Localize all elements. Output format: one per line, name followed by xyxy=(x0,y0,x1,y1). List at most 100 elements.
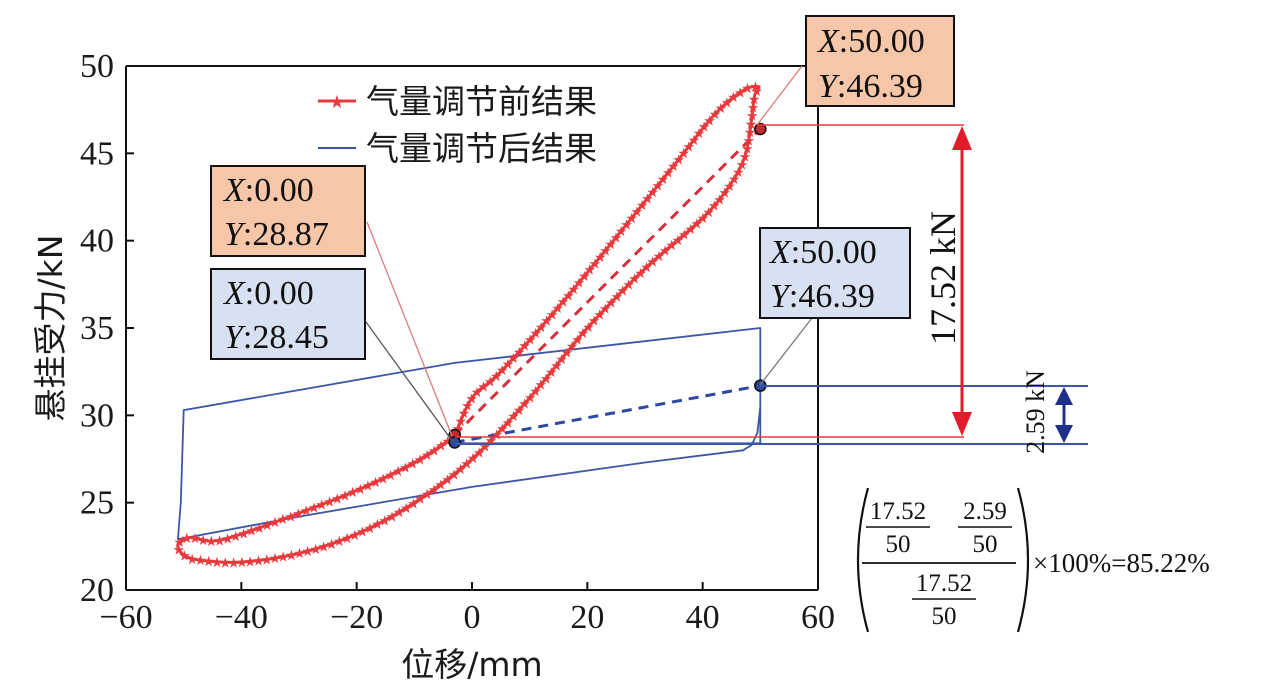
series-before-marker: ★ xyxy=(428,482,441,498)
series-before-marker: ★ xyxy=(496,422,509,438)
callout-4-x-letter: X xyxy=(768,234,792,271)
series-before-marker: ★ xyxy=(741,81,754,97)
series-before-marker: ★ xyxy=(646,255,659,271)
blue-arrow-head-down xyxy=(1055,425,1073,443)
series-before-marker: ★ xyxy=(741,142,754,158)
y-tick-label: 30 xyxy=(80,397,114,434)
series-before-marker: ★ xyxy=(202,554,215,570)
x-tick-label: −40 xyxy=(215,599,268,636)
red-arrow-head-down xyxy=(952,412,972,436)
series-before-marker: ★ xyxy=(362,478,375,494)
series-before-marker: ★ xyxy=(490,428,503,444)
series-before-marker: ★ xyxy=(715,101,728,117)
series-before-marker: ★ xyxy=(611,289,624,305)
series-before-marker: ★ xyxy=(749,80,762,96)
callout-3: X:0.00 Y:28.45 xyxy=(210,268,366,360)
series-before-marker: ★ xyxy=(561,345,574,361)
series-before-marker: ★ xyxy=(181,531,194,547)
series-before-marker: ★ xyxy=(616,284,629,300)
callout-4-x-value: :50.00 xyxy=(791,234,877,271)
series-before-marker: ★ xyxy=(583,263,596,279)
series-before-marker: ★ xyxy=(371,517,384,533)
series-before-marker: ★ xyxy=(467,451,480,467)
series-before-marker: ★ xyxy=(435,439,448,455)
y-tick-label: 20 xyxy=(80,572,114,609)
series-before-marker: ★ xyxy=(261,518,274,534)
callout-3-x-letter: X xyxy=(222,275,246,312)
series-before-marker: ★ xyxy=(659,244,672,260)
series-before-marker: ★ xyxy=(747,100,760,116)
callout-2-x-letter: X xyxy=(222,172,246,209)
dimension-2-59-label: 2.59 kN xyxy=(1021,370,1050,454)
series-before-marker: ★ xyxy=(577,326,590,342)
series-before-marker: ★ xyxy=(237,526,250,542)
series-before-marker: ★ xyxy=(646,185,659,201)
series-before-marker: ★ xyxy=(461,399,474,415)
series-before-marker: ★ xyxy=(702,205,715,221)
formula-num2: 2.59 xyxy=(963,498,1007,525)
series-before-marker: ★ xyxy=(688,133,701,149)
series-before-marker: ★ xyxy=(378,513,391,529)
series-before-marker: ★ xyxy=(545,365,558,381)
series-before-marker: ★ xyxy=(693,126,706,142)
series-before-marker: ★ xyxy=(653,249,666,265)
x-tick-label: −20 xyxy=(330,599,383,636)
series-before-marker: ★ xyxy=(739,150,752,166)
series-before-marker: ★ xyxy=(502,415,515,431)
series-before-marker: ★ xyxy=(300,503,313,519)
series-before-marker: ★ xyxy=(399,460,412,476)
callout-3-y-letter: Y xyxy=(224,319,246,356)
series-before-marker: ★ xyxy=(524,391,537,407)
series-before-marker: ★ xyxy=(461,457,474,473)
series-before-marker: ★ xyxy=(490,369,503,385)
series-before-marker: ★ xyxy=(293,546,306,562)
callout-box-4 xyxy=(759,227,911,319)
series-before-marker: ★ xyxy=(261,552,274,568)
series-before-marker: ★ xyxy=(253,521,266,537)
leader-4 xyxy=(759,317,813,386)
series-before-marker: ★ xyxy=(518,397,531,413)
series-before-marker: ★ xyxy=(346,485,359,501)
series-before-marker: ★ xyxy=(407,496,420,512)
series-before-marker: ★ xyxy=(458,406,471,422)
endpoint-before-end xyxy=(754,122,767,136)
series-before-marker: ★ xyxy=(634,266,647,282)
svg-text:X:0.00: X:0.00 xyxy=(222,172,314,209)
series-before-marker: ★ xyxy=(750,84,763,100)
series-before-marker: ★ xyxy=(221,531,234,547)
series-before-marker: ★ xyxy=(604,237,617,253)
series-before-marker: ★ xyxy=(571,332,584,348)
series-before-marker: ★ xyxy=(599,243,612,259)
series-before-marker: ★ xyxy=(703,113,716,129)
series-before-marker: ★ xyxy=(625,211,638,227)
series-before-marker: ★ xyxy=(186,552,199,568)
callout-1-y-value: :46.39 xyxy=(837,68,923,105)
callout-box-1 xyxy=(805,15,955,107)
callout-3-y-value: :28.45 xyxy=(243,319,329,356)
series-before-marker: ★ xyxy=(484,375,497,391)
series-before-marker: ★ xyxy=(339,488,352,504)
series-before-marker: ★ xyxy=(535,378,548,394)
series-before-marker: ★ xyxy=(309,542,322,558)
series-before-marker: ★ xyxy=(620,218,633,234)
series-before-marker: ★ xyxy=(588,314,601,330)
series-before-marker: ★ xyxy=(323,495,336,511)
series-before-marker: ★ xyxy=(513,403,526,419)
series-before-marker: ★ xyxy=(197,533,210,549)
series-before-marker: ★ xyxy=(578,269,591,285)
series-before-marker: ★ xyxy=(723,179,736,195)
series-before-marker: ★ xyxy=(728,172,741,188)
formula: 17.52 50 2.59 50 17.52 50 ×100%=85.22% xyxy=(856,487,1210,633)
series-before-marker: ★ xyxy=(178,549,191,565)
series-before-marker: ★ xyxy=(277,512,290,528)
series-before-marker: ★ xyxy=(665,238,678,254)
y-tick-label: 50 xyxy=(80,48,114,85)
series-before-marker: ★ xyxy=(582,320,595,336)
callout-box-3 xyxy=(210,268,366,360)
x-tick-label: −60 xyxy=(99,599,152,636)
series-before-marker: ★ xyxy=(406,456,419,472)
series-before-marker: ★ xyxy=(284,509,297,525)
series-before-marker: ★ xyxy=(684,222,697,238)
y-tick-label: 45 xyxy=(80,135,114,172)
axis-ticks: −60 −40 −20 0 20 40 60 20 25 30 35 40 45 50 xyxy=(80,48,835,636)
